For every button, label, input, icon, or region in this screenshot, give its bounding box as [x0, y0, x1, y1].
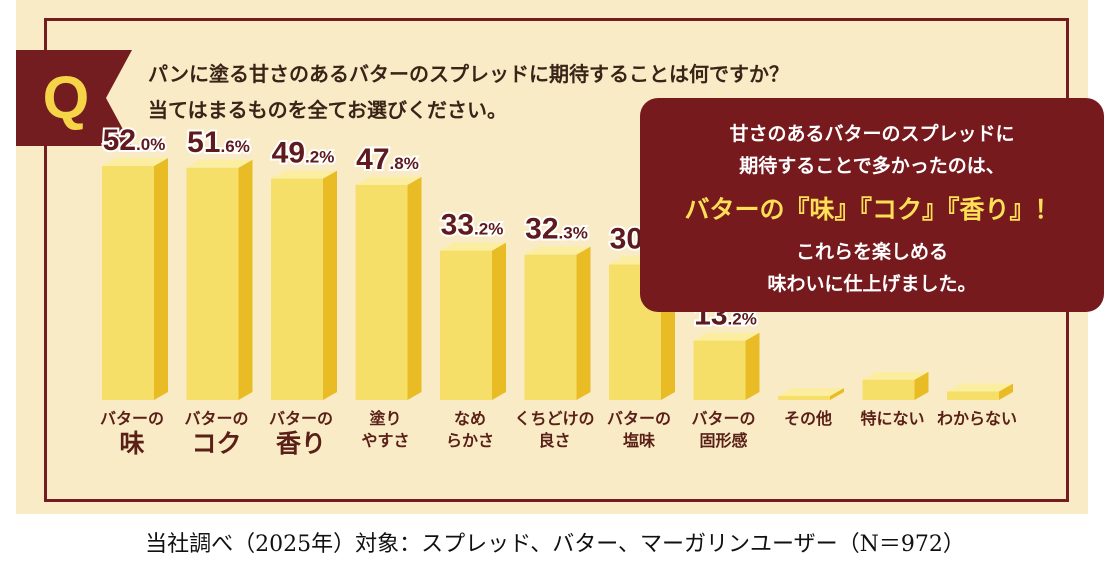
bar-side [323, 170, 337, 400]
bar-side [407, 176, 422, 400]
value-label: 51.6% [187, 126, 250, 159]
bar-top [778, 387, 844, 396]
question-badge-icon: Q [16, 50, 132, 146]
value-label: 47.8% [356, 143, 419, 176]
bar [186, 167, 239, 400]
category-label-line2: 固形感 [699, 431, 747, 450]
callout-emphasis: バターの『味』『コク』『香り』！ [684, 195, 1060, 224]
bar-top [271, 170, 337, 179]
bar-top [947, 383, 1013, 392]
value-label: 52.0% [103, 124, 166, 157]
bar [102, 166, 154, 400]
bar [862, 379, 915, 400]
value-label: 49.2% [272, 137, 335, 170]
bar [778, 395, 830, 400]
category-label: 特にない [860, 409, 924, 428]
bar [271, 178, 323, 400]
category-label-line2: やすさ [361, 431, 409, 450]
category-label-line2: 塩味 [623, 431, 655, 450]
question-badge-letter: Q [43, 64, 90, 131]
bar-side [999, 383, 1013, 400]
category-label-line2: コク [191, 429, 241, 458]
bar-side [238, 159, 253, 400]
category-label: バターの [269, 409, 333, 428]
category-label: わからない [937, 409, 1017, 428]
bar [524, 254, 577, 400]
bar-side [492, 242, 506, 400]
bar [947, 391, 999, 400]
category-label: 塗り [369, 409, 401, 428]
bar-top [693, 332, 760, 341]
callout-line-2: 期待することで多かったのは、 [739, 155, 1005, 177]
bar-top [186, 159, 253, 168]
category-label: バターの [184, 409, 248, 428]
category-label: バターの [100, 409, 164, 428]
bar-top [440, 242, 506, 251]
bar-top [862, 371, 929, 380]
question-line-2: 当てはまるものを全てお選びください。 [148, 98, 507, 122]
source-note: 当社調べ（2025年）対象：スプレッド、バター、マーガリンユーザー（N＝972） [145, 532, 965, 557]
bar-top [524, 246, 591, 255]
category-label: その他 [784, 409, 832, 428]
bar [693, 340, 746, 400]
category-label-line2: 良さ [538, 431, 570, 450]
bar-side [914, 371, 929, 400]
bar-side [745, 332, 760, 400]
bar [440, 250, 492, 400]
bar-top [102, 158, 168, 166]
category-label-line2: らかさ [446, 431, 494, 450]
question-text: パンに塗る甘さのあるバターのスプレッドに期待することは何ですか？ 当てはまるもの… [148, 56, 948, 128]
bar-side [576, 246, 591, 400]
summary-callout: 甘さのあるバターのスプレッドに 期待することで多かったのは、 バターの『味』『コ… [640, 98, 1104, 312]
question-line-1: パンに塗る甘さのあるバターのスプレッドに期待することは何ですか？ [148, 62, 789, 86]
value-label: 33.2% [441, 209, 504, 242]
category-label: くちどけの [514, 409, 594, 428]
category-label: バターの [607, 409, 671, 428]
category-label: なめ [454, 409, 486, 428]
bar-top [355, 176, 422, 185]
category-label-line2: 香り [276, 429, 326, 458]
bar [355, 184, 408, 400]
bar-side [830, 387, 844, 400]
category-label-line2: 味 [119, 429, 144, 458]
callout-line-3: これらを楽しめる [795, 241, 948, 263]
bar-side [154, 158, 168, 400]
callout-line-4: 味わいに仕上げました。 [767, 273, 977, 295]
callout-line-1: 甘さのあるバターのスプレッドに [729, 123, 1015, 145]
category-label: バターの [691, 409, 755, 428]
value-label: 32.3% [525, 213, 588, 246]
